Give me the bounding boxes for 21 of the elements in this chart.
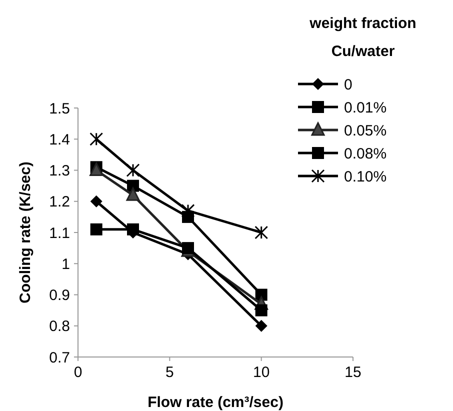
- y-tick-label: 1.4: [49, 131, 70, 148]
- y-tick-label: 0.7: [49, 349, 70, 366]
- legend-label: 0.08%: [344, 145, 387, 162]
- legend-title: weight fraction Cu/water: [308, 15, 416, 60]
- x-tick-label: 0: [74, 364, 82, 381]
- legend-label: 0.10%: [344, 168, 387, 186]
- y-axis-title: Cooling rate (K/sec): [17, 162, 34, 304]
- legend-label: 0.05%: [344, 122, 387, 140]
- y-tick-label: 0.9: [49, 287, 70, 304]
- legend-label: 0: [344, 76, 352, 94]
- y-tick-label: 1.2: [49, 194, 70, 211]
- x-axis-title: Flow rate (cm³/sec): [148, 394, 284, 411]
- y-tick-label: 0.8: [49, 318, 70, 336]
- legend-label: 0.01%: [344, 99, 387, 116]
- x-tick-label: 15: [344, 364, 362, 381]
- y-tick-label: 1.1: [49, 224, 70, 242]
- y-tick-label: 1.3: [49, 162, 70, 180]
- y-tick-label: 1: [62, 256, 70, 273]
- x-tick-label: 5: [165, 364, 174, 381]
- y-tick-label: 1.5: [49, 100, 70, 118]
- x-tick-label: 10: [252, 364, 270, 381]
